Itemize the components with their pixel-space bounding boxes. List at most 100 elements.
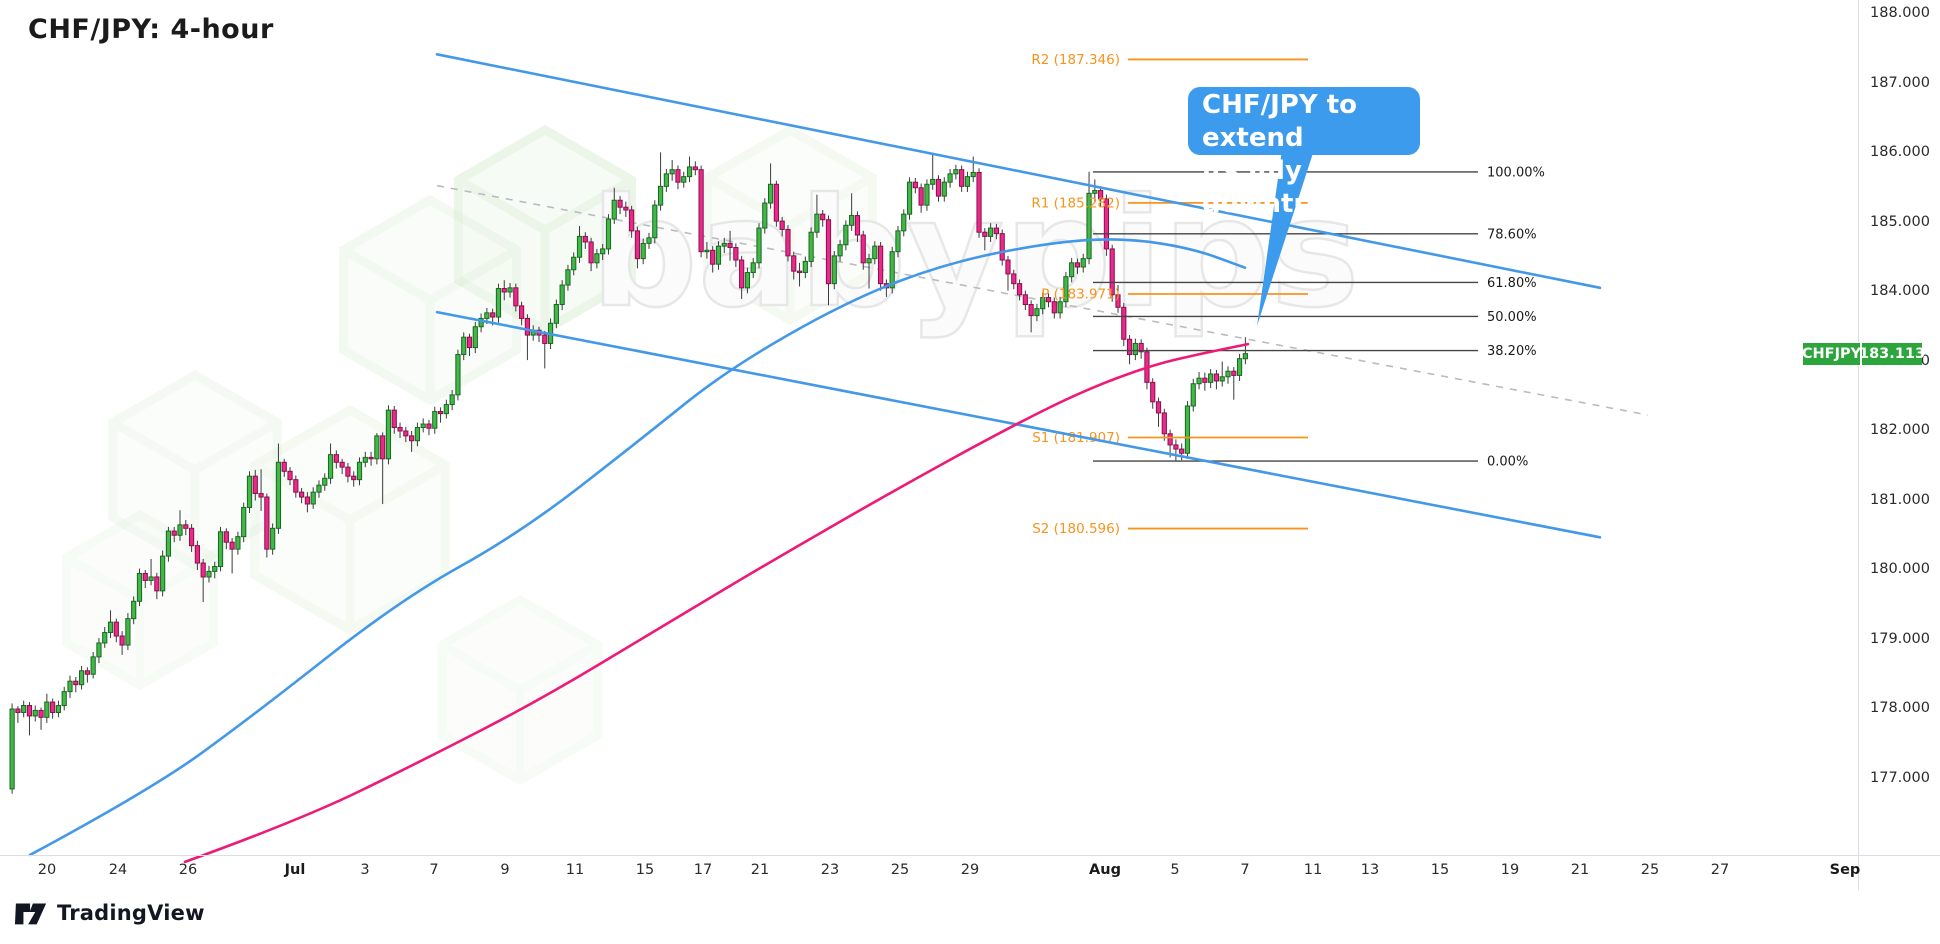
channel-top[interactable]	[435, 53, 1602, 290]
time-tick-label: 26	[178, 862, 198, 878]
candle-up	[964, 176, 971, 187]
candle-down	[299, 491, 305, 498]
candle-up	[947, 173, 953, 183]
candle-down	[73, 680, 79, 686]
candle-down	[403, 430, 409, 437]
candle-up	[906, 181, 913, 215]
time-tick-label: 7	[429, 862, 439, 878]
candle-up	[275, 461, 282, 529]
pivot-level-label: R2 (187.346)	[1031, 52, 1120, 68]
candle-up	[148, 576, 154, 581]
annotation-callout[interactable]: CHF/JPY to extend its July downtrend?	[1188, 87, 1420, 219]
candle-up	[241, 506, 247, 538]
blue-ma[interactable]	[28, 238, 1247, 857]
candle-down	[825, 219, 832, 285]
candle-up	[55, 705, 62, 713]
candle-down	[351, 475, 357, 481]
candle-down	[976, 171, 982, 233]
candle-up	[356, 461, 363, 481]
candle-up	[484, 312, 490, 319]
candle-down	[796, 270, 803, 274]
candle-up	[125, 618, 131, 646]
candle-up	[1040, 297, 1046, 310]
candle-down	[1126, 338, 1133, 356]
channel-bottom[interactable]	[435, 310, 1602, 539]
candle-down	[860, 234, 866, 264]
candle-up	[657, 185, 664, 206]
candle-down	[258, 493, 264, 498]
callout-line-2: its July downtrend?	[1202, 156, 1377, 219]
candle-down	[1167, 433, 1173, 446]
candle-down	[466, 336, 473, 349]
tradingview-logo-text: TradingView	[57, 901, 205, 925]
candle-down	[281, 461, 287, 472]
watermark-cube	[250, 404, 450, 636]
candle-up	[1063, 276, 1069, 303]
candle-down	[982, 231, 988, 237]
candle-up	[895, 230, 901, 253]
time-tick-label: 19	[1500, 862, 1520, 878]
candle-up	[849, 215, 855, 226]
candle-down	[623, 206, 629, 211]
candle-up	[160, 555, 166, 592]
candle-up	[814, 213, 820, 233]
candle-down	[1115, 294, 1121, 308]
candle-up	[802, 260, 808, 274]
time-tick-label: 25	[1640, 862, 1660, 878]
candle-down	[692, 166, 698, 171]
candle-down	[380, 435, 386, 460]
candle-down	[1155, 401, 1162, 414]
candle-up	[246, 475, 253, 508]
price-tick-label: 186.000	[1870, 144, 1930, 160]
candle-up	[605, 218, 612, 250]
candle-up	[270, 527, 276, 550]
candle-down	[1028, 304, 1034, 317]
candle-down	[1103, 198, 1110, 250]
candle-up	[310, 491, 316, 505]
candle-up	[762, 202, 768, 229]
candle-up	[930, 178, 936, 185]
candle-up	[1208, 373, 1214, 383]
candle-down	[675, 169, 681, 183]
candle-down	[791, 255, 797, 272]
time-tick-label: 15	[635, 862, 655, 878]
watermark-cube	[437, 594, 603, 786]
candle-down	[345, 466, 351, 477]
time-tick-label: Aug	[1089, 862, 1121, 878]
candle-up	[1069, 262, 1075, 278]
candle-up	[414, 427, 420, 442]
candle-up	[750, 262, 756, 274]
candle-down	[183, 524, 189, 529]
candle-down	[339, 461, 345, 468]
candle-down	[304, 496, 310, 505]
candle-up	[102, 632, 108, 644]
price-tick-label: 178.000	[1870, 700, 1930, 716]
pink-ma[interactable]	[183, 342, 1250, 864]
time-tick-label: 5	[1170, 862, 1180, 878]
candle-down	[773, 183, 779, 222]
price-tick-label: 188.000	[1870, 5, 1930, 21]
candle-down	[252, 475, 258, 495]
candle-up	[1080, 258, 1086, 268]
candle-up	[953, 169, 959, 175]
candle-down	[878, 245, 884, 285]
candle-down	[1098, 190, 1104, 200]
time-tick-label: 25	[890, 862, 910, 878]
candle-up	[1196, 377, 1202, 385]
candle-up	[715, 245, 722, 265]
candle-up	[843, 224, 849, 246]
tradingview-logo[interactable]: TradingView	[14, 897, 205, 929]
time-tick-label: 13	[1360, 862, 1380, 878]
candle-down	[333, 454, 339, 463]
fib-level-label: 38.20%	[1487, 344, 1537, 359]
candle-up	[327, 454, 334, 479]
candle-down	[287, 470, 293, 481]
symbol-badge: CHFJPY	[1802, 343, 1861, 365]
candle-up	[461, 336, 467, 356]
candle-down	[26, 705, 33, 717]
candle-up	[988, 227, 994, 237]
time-tick-label: 15	[1430, 862, 1450, 878]
candle-up	[90, 656, 96, 675]
candle-up	[443, 404, 449, 415]
